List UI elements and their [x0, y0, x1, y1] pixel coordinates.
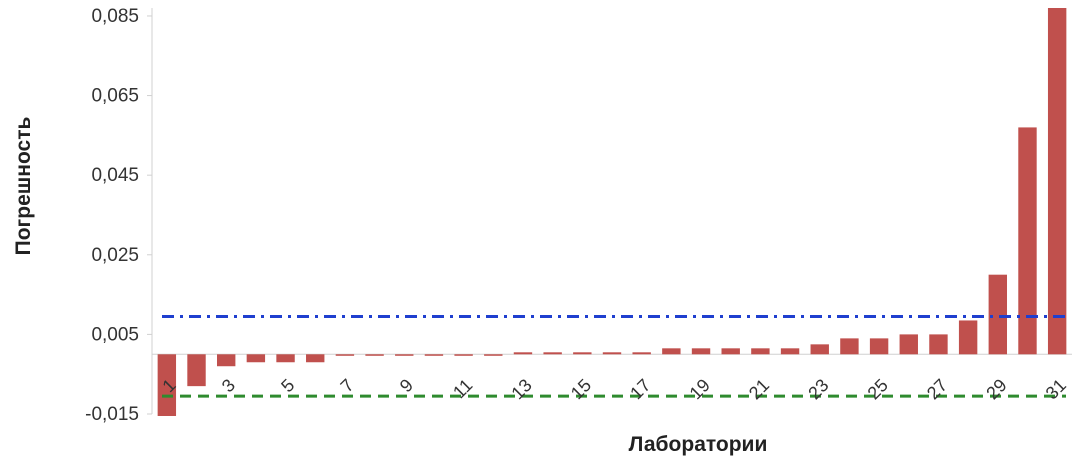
bar-lab-2 — [187, 354, 206, 387]
x-tick-label: 19 — [686, 375, 714, 403]
bar-lab-14 — [543, 352, 562, 355]
bar-lab-26 — [899, 334, 918, 355]
bar-lab-11 — [454, 354, 473, 356]
x-tick-label: 11 — [449, 375, 476, 402]
bar-lab-12 — [484, 354, 503, 356]
x-tick-label: 17 — [626, 375, 654, 403]
bar-lab-17 — [632, 352, 651, 355]
x-tick-label: 29 — [982, 375, 1010, 403]
x-tick-label: 23 — [804, 375, 832, 403]
x-tick-label: 9 — [396, 375, 417, 396]
x-tick-label: 27 — [923, 375, 951, 403]
bar-lab-29 — [988, 274, 1008, 355]
x-tick-label: 31 — [1042, 375, 1070, 403]
x-tick-label: 25 — [864, 375, 892, 403]
bar-lab-8 — [365, 354, 384, 356]
x-tick-label: 3 — [218, 375, 239, 396]
bar-lab-23 — [810, 344, 829, 355]
bar-lab-21 — [751, 348, 770, 355]
bar-lab-25 — [869, 338, 889, 355]
x-tick-label: 5 — [277, 375, 298, 396]
bar-lab-15 — [573, 352, 592, 355]
bar-lab-3 — [216, 354, 236, 367]
bar-lab-24 — [840, 338, 859, 355]
bar-lab-5 — [276, 354, 295, 363]
bar-lab-22 — [780, 348, 800, 355]
y-tick-label: 0,045 — [91, 165, 139, 186]
x-tick-label: 21 — [745, 375, 773, 403]
bar-lab-20 — [721, 348, 740, 355]
y-tick-label: 0,025 — [91, 245, 139, 266]
y-tick-label: 0,005 — [91, 324, 139, 345]
bar-lab-1 — [157, 354, 177, 416]
x-tick-label: 15 — [567, 375, 595, 403]
bar-lab-4 — [246, 354, 266, 363]
x-tick-label: 7 — [337, 375, 358, 396]
bar-lab-28 — [958, 320, 978, 355]
y-tick-label: -0,015 — [85, 404, 139, 425]
bar-lab-16 — [602, 352, 622, 355]
y-axis-title: Погрешность — [12, 117, 35, 256]
x-axis-title: Лаборатории — [629, 433, 768, 456]
bar-lab-27 — [929, 334, 948, 355]
bar-lab-30 — [1018, 127, 1037, 355]
bar-lab-7 — [335, 354, 355, 356]
bar-lab-19 — [691, 348, 711, 355]
bar-lab-10 — [424, 354, 444, 356]
y-tick-label: 0,065 — [91, 86, 139, 107]
bar-lab-6 — [306, 354, 325, 363]
x-tick-label: 13 — [507, 375, 535, 403]
y-tick-label: 0,085 — [91, 6, 139, 27]
bar-lab-18 — [662, 348, 681, 355]
bar-lab-13 — [513, 352, 533, 355]
bar-lab-31 — [1047, 8, 1067, 355]
bar-lab-9 — [395, 354, 414, 356]
